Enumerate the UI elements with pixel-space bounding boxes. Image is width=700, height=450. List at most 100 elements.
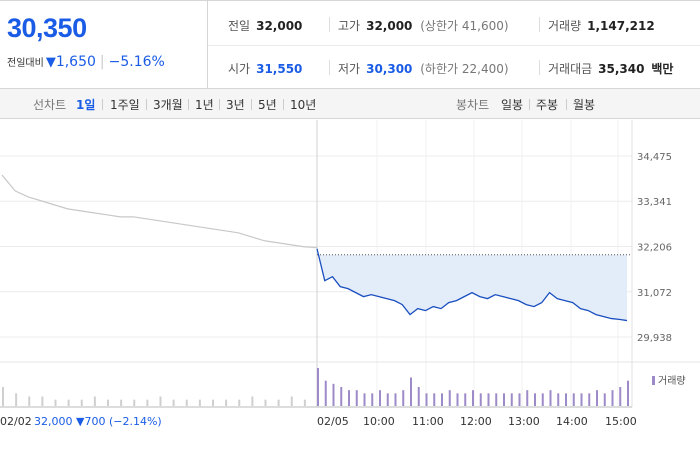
- stat-low: 저가 30,300 (하한가 22,400): [329, 60, 509, 77]
- stat-label: 저가: [338, 62, 361, 76]
- volume-bar-today: [472, 390, 474, 406]
- series-line-prev-day: [1, 174, 318, 249]
- volume-bar-today: [402, 390, 405, 406]
- tab-1-week[interactable]: 1주일: [110, 98, 140, 112]
- price-summary: 30,350 전일대비 ▼1,650 | −5.16%: [0, 1, 208, 89]
- volume-bar-today: [518, 393, 521, 406]
- volume-bar-today: [433, 393, 436, 406]
- volume-bar-prev: [15, 393, 18, 406]
- volume-bar-prev: [159, 396, 162, 406]
- volume-bar-today: [565, 393, 567, 406]
- y-tick-label: 34,475: [637, 152, 672, 163]
- divider: [529, 99, 530, 110]
- volume-bar-today: [464, 393, 467, 406]
- x-tick-label: 14:00: [556, 415, 588, 428]
- volume-bar-today: [348, 390, 350, 406]
- lower-limit-label: 하한가: [424, 62, 459, 76]
- volume-bar-prev: [120, 399, 123, 406]
- volume-bar-prev: [264, 399, 267, 406]
- volume-bar-today: [425, 393, 428, 406]
- upper-limit: (상한가 41,600): [420, 19, 509, 33]
- prev-day-summary: 32,000 ▼700 (−2.14%): [34, 415, 162, 428]
- x-tick-label: 15:00: [605, 415, 637, 428]
- volume-bar-today: [611, 390, 614, 406]
- volume-bar-today: [340, 387, 343, 406]
- volume-bar-prev: [212, 399, 214, 406]
- volume-bar-prev: [93, 396, 96, 406]
- volume-bar-today: [371, 393, 374, 406]
- chart-canvas: 34,475 33,341 32,206 31,072 29,938 거래량 02/02 02…: [0, 120, 700, 428]
- volume-bar-prev: [54, 399, 57, 406]
- volume-bar-prev: [198, 399, 201, 406]
- stat-value: 32,000: [366, 19, 413, 33]
- volume-bar-today: [332, 383, 335, 406]
- volume-bar-today: [417, 387, 420, 406]
- stat-high: 고가 32,000 (상한가 41,600): [329, 17, 509, 34]
- volume-bar-today: [495, 393, 498, 406]
- intraday-price-chart[interactable]: 34,475 33,341 32,206 31,072 29,938 거래량 02/02 02…: [0, 120, 700, 450]
- divider: [539, 17, 540, 32]
- volume-bar-today: [503, 393, 505, 406]
- current-price: 30,350: [7, 13, 87, 43]
- volume-bar-today: [619, 387, 622, 406]
- stat-label: 전일: [228, 19, 251, 33]
- tab-3-months[interactable]: 3개월: [153, 98, 183, 112]
- volume-bar-prev: [28, 396, 31, 406]
- volume-bar-today: [410, 377, 412, 406]
- volume-bar-prev: [303, 399, 306, 406]
- volume-bar-prev: [107, 399, 109, 406]
- volume-bar-today: [510, 393, 513, 406]
- tab-3-years[interactable]: 3년: [226, 98, 245, 112]
- series-line-today: [316, 248, 628, 322]
- volume-bar-prev: [67, 399, 70, 406]
- change-percent: −5.16%: [108, 54, 165, 70]
- volume-bar-today: [386, 393, 389, 406]
- candle-chart-label: 봉차트: [456, 98, 490, 112]
- tab-monthly-candle[interactable]: 월봉: [573, 98, 596, 112]
- y-tick-label: 29,938: [637, 333, 672, 344]
- volume-bar-prev: [238, 399, 241, 406]
- upper-limit-label: 상한가: [424, 19, 459, 33]
- divider: [146, 99, 147, 110]
- volume-bar-today: [355, 390, 358, 406]
- divider: [102, 99, 103, 110]
- period-tab-bar: 선차트 1일 1주일 3개월 1년 3년 5년 10년 봉차트 일봉 주봉 월봉: [0, 89, 700, 119]
- volume-bar-today: [317, 368, 319, 406]
- volume-bar-today: [448, 390, 451, 406]
- volume-bar-prev: [172, 399, 175, 406]
- lower-limit-value: 22,400: [461, 62, 504, 76]
- x-tick-label: 02/05: [317, 415, 349, 428]
- volume-bar-today: [487, 393, 490, 406]
- tab-1-day[interactable]: 1일: [76, 98, 96, 112]
- divider: [283, 99, 284, 110]
- volume-bar-prev: [225, 399, 228, 406]
- divider: [219, 99, 220, 110]
- volume-bar-prev: [146, 399, 149, 406]
- price-change-row: 전일대비 ▼1,650 | −5.16%: [7, 54, 165, 70]
- volume-bar-today: [324, 380, 327, 406]
- volume-bar-today: [534, 393, 536, 406]
- volume-bar-today: [441, 393, 443, 406]
- volume-bar-today: [394, 393, 397, 406]
- volume-bar-today: [363, 393, 366, 406]
- divider: [188, 99, 189, 110]
- volume-bar-today: [379, 390, 381, 406]
- stat-label: 거래량: [548, 19, 582, 33]
- volume-bar-today: [603, 393, 606, 406]
- volume-bar-today: [526, 390, 529, 406]
- volume-bar-today: [627, 380, 629, 406]
- tab-daily-candle[interactable]: 일봉: [501, 98, 524, 112]
- stat-label: 시가: [228, 62, 251, 76]
- tab-weekly-candle[interactable]: 주봉: [536, 98, 559, 112]
- stat-trade-value: 거래대금 35,340 백만: [539, 60, 673, 77]
- tab-5-years[interactable]: 5년: [258, 98, 277, 112]
- volume-bar-prev: [80, 399, 83, 406]
- quote-header: 30,350 전일대비 ▼1,650 | −5.16% 전일 32,000 고가 32,0…: [0, 0, 700, 89]
- tab-1-year[interactable]: 1년: [195, 98, 214, 112]
- x-tick-label: 02/02: [0, 415, 32, 428]
- stat-value: 32,000: [256, 19, 303, 33]
- tab-10-years[interactable]: 10년: [290, 98, 317, 112]
- volume-bar-prev: [251, 396, 254, 406]
- stat-volume: 거래량 1,147,212: [539, 17, 655, 34]
- volume-bar-today: [580, 393, 583, 406]
